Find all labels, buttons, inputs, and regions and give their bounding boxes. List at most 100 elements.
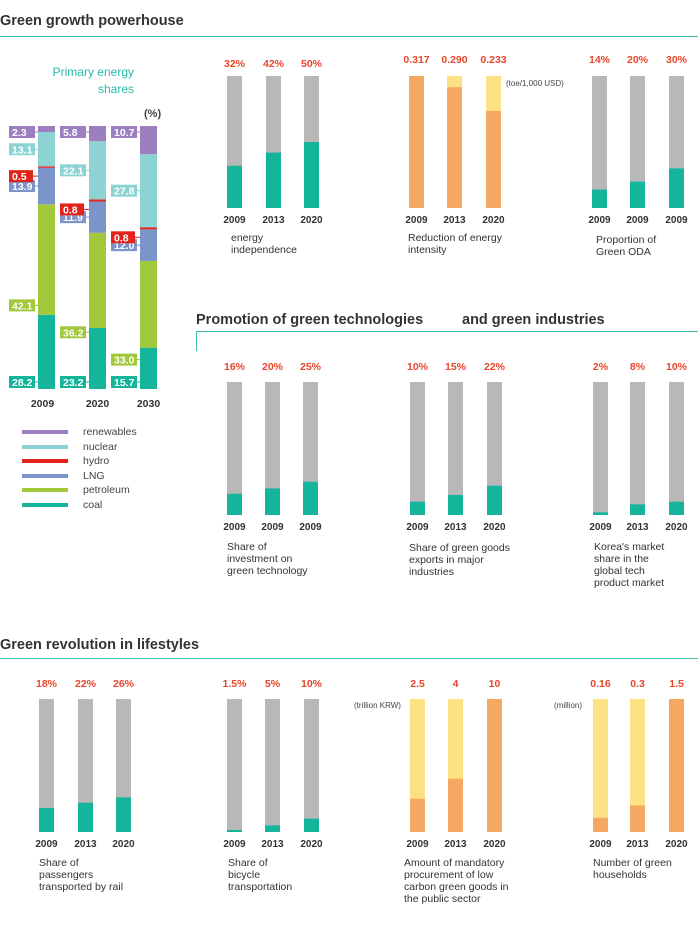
x-tick-label: 2009 <box>589 522 612 533</box>
x-tick-label: 2020 <box>482 215 505 226</box>
bar <box>304 142 319 208</box>
value-label: 0.16 <box>590 678 611 690</box>
legend-label: LNG <box>83 469 105 482</box>
bar-background <box>593 699 608 832</box>
unit-label: (trillion KRW) <box>354 701 401 710</box>
chart-caption: Share of <box>39 857 79 869</box>
x-tick-label: 2013 <box>626 839 649 850</box>
chart-caption: carbon green goods in <box>404 881 509 893</box>
segment-label: 27.8 <box>114 186 135 198</box>
bar <box>303 481 318 515</box>
bar <box>593 817 608 832</box>
x-tick-label: 2009 <box>406 839 429 850</box>
bar <box>410 798 425 832</box>
segment-label: 23.2 <box>63 377 84 389</box>
x-tick-label: 2020 <box>86 398 110 410</box>
segment-label-bg <box>9 126 35 138</box>
bar-background <box>630 76 645 208</box>
x-tick-label: 2009 <box>31 398 55 410</box>
legend-swatch <box>22 444 68 449</box>
value-label: 0.290 <box>441 54 467 66</box>
chart-caption: Share of <box>228 857 268 869</box>
segment-label: 28.2 <box>12 377 33 389</box>
segment-label-bg <box>60 203 84 216</box>
value-label: 42% <box>263 58 285 70</box>
segment-label-bg <box>9 376 35 388</box>
chart-caption: Korea's market <box>594 541 664 553</box>
chart-caption: global tech <box>594 565 645 577</box>
chart-caption: Proportion of <box>596 234 656 246</box>
bar <box>630 805 645 832</box>
unit-label: (toe/1,000 USD) <box>506 79 564 88</box>
x-tick-label: 2013 <box>626 522 649 533</box>
x-tick-label: 2009 <box>261 522 284 533</box>
x-tick-label: 2009 <box>589 839 612 850</box>
chart-caption: intensity <box>408 244 447 256</box>
stack-segment <box>89 141 106 200</box>
stack-segment <box>140 229 157 261</box>
segment-label-bg <box>60 164 86 177</box>
chart-caption: share in the <box>594 553 649 565</box>
segment-label-bg <box>111 376 137 388</box>
legend-swatch <box>22 459 68 463</box>
stack-segment <box>140 154 157 228</box>
x-tick-label: 2009 <box>223 522 246 533</box>
bar-background <box>487 382 502 515</box>
chart-caption: Amount of mandatory <box>404 857 505 869</box>
legend-label: renewables <box>83 426 137 438</box>
x-tick-label: 2020 <box>300 215 323 226</box>
segment-label: 0.8 <box>63 204 78 216</box>
value-label: 30% <box>666 54 688 66</box>
bar <box>409 76 424 208</box>
bar <box>592 189 607 208</box>
segment-label: 15.7 <box>114 377 135 389</box>
value-label: 14% <box>589 54 611 66</box>
x-tick-label: 2013 <box>74 839 97 850</box>
bar-background <box>448 382 463 515</box>
stack-segment <box>140 260 157 348</box>
section-title-promotion-cont: and green industries <box>462 312 605 328</box>
bar-background <box>265 382 280 515</box>
bar <box>669 168 684 208</box>
value-label: 20% <box>262 361 284 373</box>
value-label: 20% <box>627 54 649 66</box>
value-label: 2.5 <box>410 678 425 690</box>
value-label: 4 <box>453 678 459 690</box>
section-divider-vertical <box>196 331 197 351</box>
stack-segment <box>38 314 55 389</box>
bar-background <box>630 382 645 515</box>
value-label: 2% <box>593 361 609 373</box>
chart-caption: product market <box>594 577 664 589</box>
legend-swatch <box>22 473 68 478</box>
x-tick-label: 2020 <box>665 522 688 533</box>
legend-label: hydro <box>83 455 110 467</box>
chart-caption: transportation <box>228 881 292 893</box>
x-tick-label: 2009 <box>588 215 611 226</box>
bar <box>78 802 93 832</box>
segment-label-bg <box>111 184 137 197</box>
value-label: 50% <box>301 58 323 70</box>
value-label: 16% <box>224 361 246 373</box>
section-divider <box>0 36 698 37</box>
value-label: 0.3 <box>630 678 645 690</box>
x-tick-label: 2009 <box>35 839 58 850</box>
stack-segment <box>38 167 55 205</box>
segment-label-bg <box>60 326 86 339</box>
x-tick-label: 2009 <box>299 522 322 533</box>
segment-label: 13.1 <box>12 144 33 156</box>
legend-swatch <box>22 430 68 434</box>
bar <box>669 501 684 515</box>
bar-background <box>78 699 93 832</box>
segment-label: 33.0 <box>114 355 135 367</box>
value-label: 1.5% <box>223 678 248 690</box>
bar <box>630 181 645 208</box>
segment-label: 2.3 <box>12 127 27 139</box>
chart-caption: Green ODA <box>596 246 651 258</box>
stack-segment <box>89 199 106 202</box>
x-tick-label: 2013 <box>262 215 285 226</box>
bar <box>669 699 684 832</box>
bar-background <box>304 699 319 832</box>
section-title-green-growth: Green growth powerhouse <box>0 13 184 29</box>
bar <box>39 808 54 832</box>
